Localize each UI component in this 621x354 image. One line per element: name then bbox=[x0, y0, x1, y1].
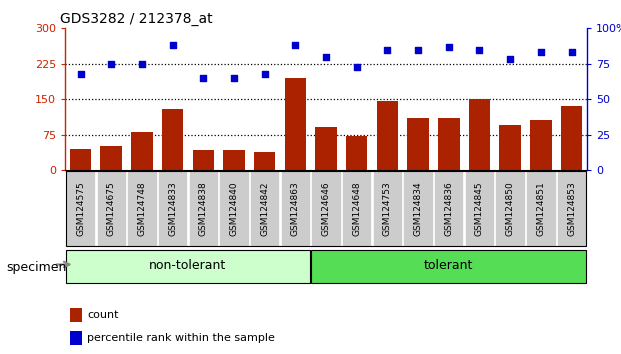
Bar bbox=[70, 331, 82, 344]
Bar bbox=[315, 127, 337, 170]
Text: GSM124748: GSM124748 bbox=[137, 182, 147, 236]
Bar bbox=[70, 308, 82, 322]
Text: GSM124675: GSM124675 bbox=[107, 182, 116, 236]
FancyBboxPatch shape bbox=[189, 171, 218, 246]
Point bbox=[321, 54, 331, 59]
Point bbox=[351, 64, 361, 69]
FancyBboxPatch shape bbox=[96, 171, 126, 246]
Bar bbox=[438, 118, 460, 170]
Bar bbox=[284, 78, 306, 170]
Text: GSM124838: GSM124838 bbox=[199, 182, 208, 236]
Point bbox=[413, 47, 423, 52]
Text: GSM124575: GSM124575 bbox=[76, 182, 85, 236]
Bar bbox=[162, 109, 183, 170]
Bar bbox=[407, 118, 429, 170]
FancyBboxPatch shape bbox=[127, 171, 156, 246]
Text: GSM124842: GSM124842 bbox=[260, 182, 269, 236]
Bar bbox=[377, 102, 398, 170]
Text: GSM124840: GSM124840 bbox=[230, 182, 238, 236]
FancyBboxPatch shape bbox=[465, 171, 494, 246]
Point bbox=[137, 61, 147, 67]
Point bbox=[474, 47, 484, 52]
Text: GSM124863: GSM124863 bbox=[291, 182, 300, 236]
FancyBboxPatch shape bbox=[404, 171, 433, 246]
Bar bbox=[561, 106, 582, 170]
Text: non-tolerant: non-tolerant bbox=[149, 259, 227, 272]
Point bbox=[291, 42, 301, 48]
Text: percentile rank within the sample: percentile rank within the sample bbox=[87, 332, 275, 343]
Point bbox=[198, 75, 208, 81]
Bar bbox=[346, 136, 368, 170]
Bar bbox=[499, 125, 521, 170]
FancyBboxPatch shape bbox=[434, 171, 463, 246]
Text: tolerant: tolerant bbox=[424, 259, 473, 272]
FancyBboxPatch shape bbox=[66, 250, 310, 283]
FancyBboxPatch shape bbox=[557, 171, 586, 246]
Bar bbox=[469, 99, 490, 170]
FancyBboxPatch shape bbox=[281, 171, 310, 246]
Text: GSM124853: GSM124853 bbox=[567, 182, 576, 236]
FancyBboxPatch shape bbox=[311, 171, 341, 246]
FancyBboxPatch shape bbox=[250, 171, 279, 246]
Text: GSM124646: GSM124646 bbox=[322, 182, 330, 236]
Point bbox=[106, 61, 116, 67]
FancyBboxPatch shape bbox=[158, 171, 188, 246]
FancyBboxPatch shape bbox=[373, 171, 402, 246]
FancyBboxPatch shape bbox=[311, 250, 586, 283]
Point bbox=[566, 50, 576, 55]
Text: GSM124845: GSM124845 bbox=[475, 182, 484, 236]
Bar bbox=[254, 152, 275, 170]
Text: GSM124836: GSM124836 bbox=[444, 182, 453, 236]
FancyBboxPatch shape bbox=[342, 171, 371, 246]
Point bbox=[229, 75, 239, 81]
Text: GDS3282 / 212378_at: GDS3282 / 212378_at bbox=[60, 12, 212, 26]
FancyBboxPatch shape bbox=[496, 171, 525, 246]
Bar bbox=[131, 132, 153, 170]
Point bbox=[444, 44, 454, 50]
Point bbox=[536, 50, 546, 55]
Text: GSM124833: GSM124833 bbox=[168, 182, 177, 236]
Text: GSM124850: GSM124850 bbox=[505, 182, 515, 236]
Text: count: count bbox=[87, 310, 119, 320]
Bar bbox=[70, 149, 91, 170]
Point bbox=[260, 71, 270, 76]
Text: specimen: specimen bbox=[6, 261, 66, 274]
Bar bbox=[223, 150, 245, 170]
Text: GSM124851: GSM124851 bbox=[537, 182, 545, 236]
Bar bbox=[101, 146, 122, 170]
Bar bbox=[530, 120, 551, 170]
Text: GSM124648: GSM124648 bbox=[352, 182, 361, 236]
FancyBboxPatch shape bbox=[66, 171, 95, 246]
Point bbox=[505, 57, 515, 62]
Point bbox=[168, 42, 178, 48]
FancyBboxPatch shape bbox=[219, 171, 248, 246]
Bar bbox=[193, 150, 214, 170]
Point bbox=[76, 71, 86, 76]
Text: GSM124834: GSM124834 bbox=[414, 182, 422, 236]
FancyBboxPatch shape bbox=[526, 171, 556, 246]
Point bbox=[383, 47, 392, 52]
Text: GSM124753: GSM124753 bbox=[383, 182, 392, 236]
